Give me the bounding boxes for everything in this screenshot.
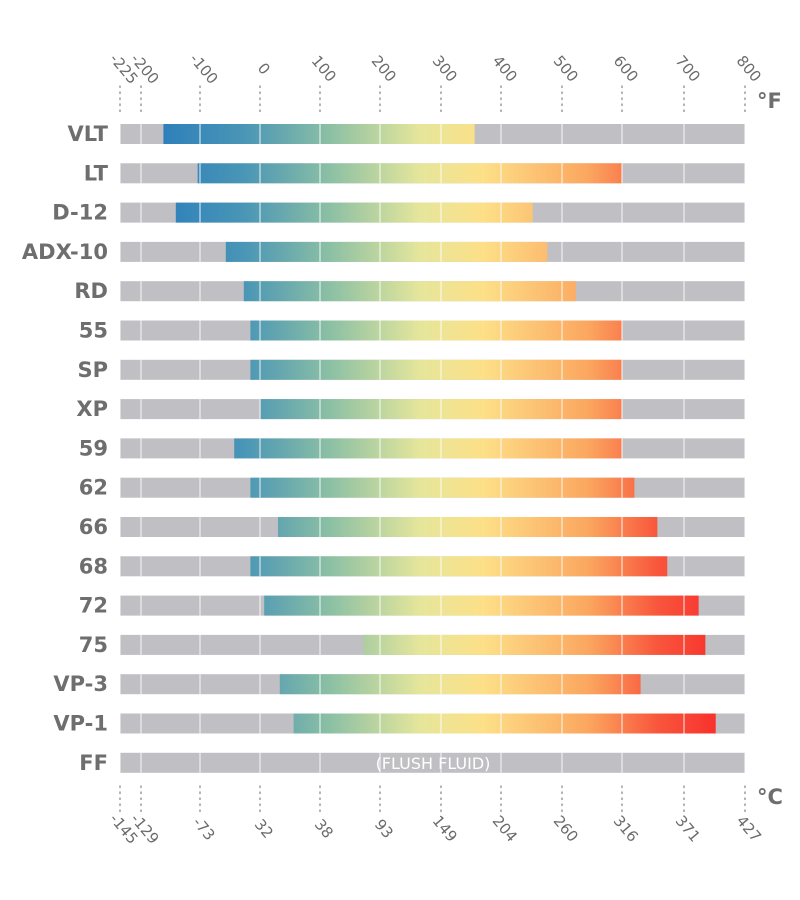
range-bar bbox=[279, 674, 641, 695]
range-bar bbox=[234, 438, 622, 459]
top-tick-label: 800 bbox=[733, 52, 765, 86]
range-bar bbox=[163, 124, 475, 144]
bottom-axis-unit: °C bbox=[757, 785, 783, 809]
bottom-tick-label: 427 bbox=[733, 812, 765, 846]
range-track bbox=[120, 752, 745, 773]
range-bar bbox=[264, 595, 699, 616]
range-bar bbox=[293, 713, 716, 734]
row-label: 66 bbox=[79, 515, 108, 539]
range-bar bbox=[175, 202, 533, 223]
row-label: 55 bbox=[79, 319, 108, 343]
top-tick-label: 300 bbox=[429, 52, 461, 86]
top-tick-label: 500 bbox=[550, 52, 582, 86]
top-tick-label: 100 bbox=[308, 52, 340, 86]
row-label: ADX-10 bbox=[22, 240, 108, 264]
range-bar bbox=[250, 359, 622, 380]
top-tick-label: -100 bbox=[186, 50, 222, 88]
range-bar bbox=[250, 477, 635, 498]
bottom-tick-label: 371 bbox=[672, 812, 704, 846]
range-bar bbox=[278, 517, 658, 537]
top-tick-label: 700 bbox=[672, 52, 704, 86]
range-bar bbox=[250, 556, 668, 577]
row-label: 72 bbox=[79, 594, 108, 618]
top-axis: -225-200 -100 0 100 200 300 400 500 600 700 800 bbox=[106, 50, 765, 117]
row-label: 68 bbox=[79, 554, 108, 578]
bottom-tick-label: 316 bbox=[610, 812, 642, 846]
row-label: VP-1 bbox=[53, 712, 108, 736]
row-label: LT bbox=[84, 161, 109, 185]
row-label: 75 bbox=[79, 633, 108, 657]
row-label: 62 bbox=[79, 476, 108, 500]
bottom-tick-label: 149 bbox=[429, 812, 461, 846]
row-label: VP-3 bbox=[53, 672, 108, 696]
chart-rows: VLT LT D-12 ADX-10 RD 55 SP XP 59 62 66 68 72 75 VP-3 V… bbox=[22, 122, 746, 775]
row-label: D-12 bbox=[52, 201, 108, 225]
row-label: VLT bbox=[68, 122, 109, 146]
row-label: FF bbox=[79, 751, 108, 775]
bottom-tick-label: -73 bbox=[189, 814, 219, 844]
bottom-axis: -145-129 -73 32 38 93 149 204 260 316 371 427 bbox=[106, 785, 765, 848]
row-label: XP bbox=[76, 397, 108, 421]
top-tick-label: 400 bbox=[489, 52, 521, 86]
top-tick-label: 200 bbox=[368, 52, 400, 86]
range-bar bbox=[197, 163, 622, 184]
bottom-tick-label: 32 bbox=[251, 816, 277, 842]
range-bar bbox=[243, 281, 576, 302]
row-label: RD bbox=[74, 279, 108, 303]
row-label: SP bbox=[77, 358, 108, 382]
range-bar bbox=[225, 241, 548, 262]
bottom-tick-label: 204 bbox=[489, 812, 521, 846]
bottom-tick-label: 93 bbox=[371, 816, 397, 842]
flush-fluid-annotation: (FLUSH FLUID) bbox=[376, 754, 491, 773]
range-bar bbox=[250, 320, 622, 341]
row-label: 59 bbox=[79, 436, 108, 460]
range-bar bbox=[363, 634, 706, 655]
bottom-tick-label: 260 bbox=[550, 812, 582, 846]
bottom-tick-label: 38 bbox=[311, 816, 337, 842]
top-tick-label: 600 bbox=[610, 52, 642, 86]
top-axis-unit: °F bbox=[757, 89, 782, 113]
top-tick-label: 0 bbox=[254, 59, 274, 78]
